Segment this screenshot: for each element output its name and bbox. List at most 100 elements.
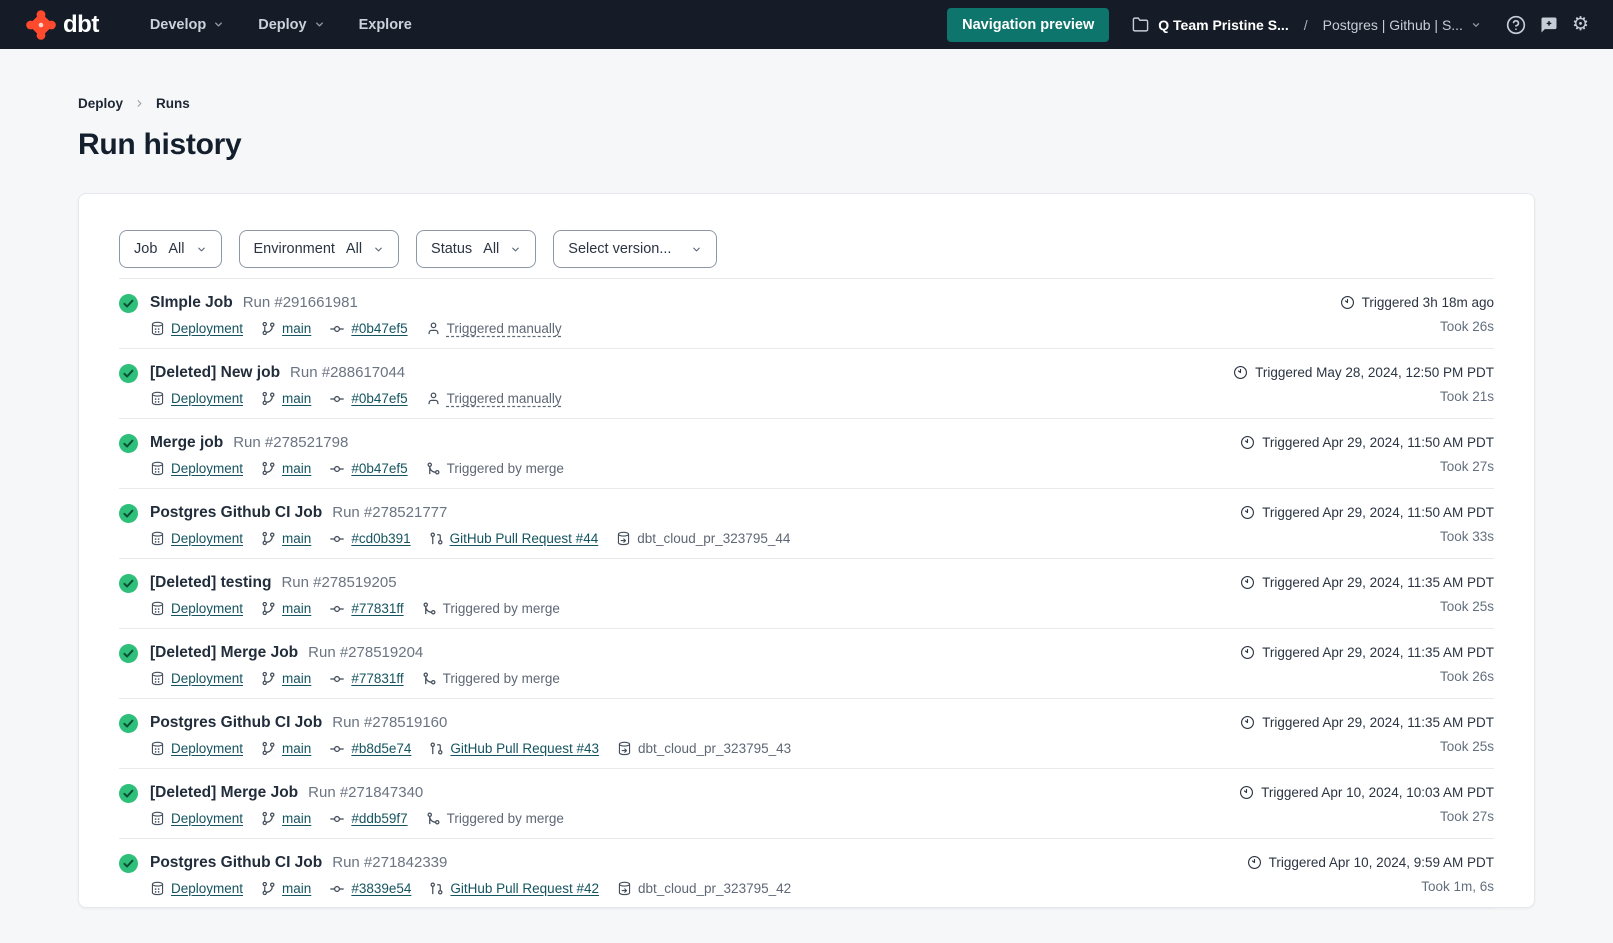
environment-link[interactable]: Deployment: [171, 601, 244, 616]
branch-link[interactable]: main: [282, 601, 312, 616]
commit-link[interactable]: #77831ff: [351, 671, 404, 686]
triggered-time: Triggered Apr 10, 2024, 9:59 AM PDT: [1268, 855, 1494, 870]
commit-link[interactable]: #0b47ef5: [351, 391, 408, 406]
run-row-right: Triggered Apr 29, 2024, 11:35 AM PDT Too…: [1240, 643, 1494, 698]
filter-label: Status: [431, 241, 473, 257]
git-merge-icon: [422, 671, 437, 686]
clock-icon: [1240, 575, 1255, 590]
nav-item-label: Explore: [358, 16, 412, 33]
job-name-link[interactable]: Postgres Github CI Job: [150, 854, 323, 871]
run-meta: Deployment main #3839e54: [150, 880, 791, 897]
job-name-link[interactable]: [Deleted] New job: [150, 364, 281, 381]
environment-link[interactable]: Deployment: [171, 321, 244, 336]
help-button[interactable]: [1506, 15, 1526, 35]
git-commit-icon: [329, 321, 345, 337]
environment-link[interactable]: Deployment: [171, 461, 244, 476]
job-name-link[interactable]: Postgres Github CI Job: [150, 714, 323, 731]
job-filter[interactable]: Job All: [119, 230, 222, 268]
chevron-down-icon: [373, 244, 384, 255]
nav-item-explore[interactable]: Explore: [342, 0, 429, 49]
commit-link[interactable]: #77831ff: [351, 601, 404, 616]
trigger-label[interactable]: Triggered manually: [446, 321, 562, 336]
branch-link[interactable]: main: [282, 811, 312, 826]
filter-placeholder: Select version...: [568, 241, 672, 257]
database-schema-icon: [617, 741, 632, 756]
commit-meta: #b8d5e74: [329, 740, 411, 757]
success-status-icon: [119, 644, 138, 698]
dbt-logo-icon: [26, 9, 56, 40]
job-name-link[interactable]: Merge job: [150, 434, 224, 451]
nav-item-deploy[interactable]: Deploy: [241, 0, 341, 49]
run-duration: Took 25s: [1439, 739, 1494, 754]
git-commit-icon: [329, 741, 345, 757]
environment-link[interactable]: Deployment: [171, 671, 244, 686]
git-pull-request-icon: [429, 881, 444, 896]
breadcrumb: Deploy Runs: [78, 96, 1535, 111]
job-name-link[interactable]: [Deleted] testing: [150, 574, 272, 591]
environment-link[interactable]: Deployment: [171, 391, 244, 406]
run-row-main: Postgres Github CI Job Run #278521777 De…: [150, 503, 790, 558]
git-merge-icon: [426, 811, 441, 826]
run-row: SImple Job Run #291661981 Deployment: [119, 279, 1494, 349]
branch-link[interactable]: main: [282, 881, 312, 896]
run-duration: Took 27s: [1439, 459, 1494, 474]
branch-link[interactable]: main: [282, 531, 312, 546]
navigation-preview-button[interactable]: Navigation preview: [947, 7, 1110, 42]
job-name-link[interactable]: [Deleted] Merge Job: [150, 644, 299, 661]
run-meta: Deployment main #0b47ef5: [150, 390, 562, 407]
branch-link[interactable]: main: [282, 671, 312, 686]
pull-request-link[interactable]: GitHub Pull Request #43: [450, 741, 599, 756]
commit-link[interactable]: #0b47ef5: [351, 321, 408, 336]
gear-icon: ⚙: [1571, 13, 1589, 35]
git-branch-icon: [261, 741, 276, 756]
branch-link[interactable]: main: [282, 741, 312, 756]
commit-link[interactable]: #cd0b391: [351, 531, 411, 546]
nav-item-develop[interactable]: Develop: [133, 0, 241, 49]
breadcrumb-deploy[interactable]: Deploy: [78, 96, 124, 111]
database-grid-icon: [150, 391, 165, 406]
triggered-time: Triggered Apr 29, 2024, 11:35 AM PDT: [1262, 645, 1494, 660]
run-row: Postgres Github CI Job Run #271842339 De…: [119, 839, 1494, 909]
status-filter[interactable]: Status All: [416, 230, 537, 268]
trigger-meta-merge: Triggered by merge: [422, 600, 560, 617]
pull-request-link[interactable]: GitHub Pull Request #44: [449, 531, 599, 546]
breadcrumb-runs[interactable]: Runs: [156, 96, 190, 111]
chevron-down-icon: [1471, 20, 1481, 30]
job-name-link[interactable]: [Deleted] Merge Job: [150, 784, 299, 801]
git-branch-icon: [261, 321, 276, 336]
version-filter[interactable]: Select version...: [553, 230, 718, 268]
chevron-down-icon: [510, 244, 521, 255]
commit-meta: #0b47ef5: [329, 460, 408, 477]
environment-link[interactable]: Deployment: [171, 811, 244, 826]
environment-link[interactable]: Deployment: [171, 881, 244, 896]
run-number: Run #271847340: [308, 784, 424, 801]
commit-link[interactable]: #3839e54: [351, 881, 412, 896]
commit-link[interactable]: #ddb59f7: [351, 811, 408, 826]
settings-button[interactable]: ⚙: [1572, 15, 1589, 34]
branch-link[interactable]: main: [282, 391, 312, 406]
account-selector[interactable]: Q Team Pristine S...: [1132, 16, 1289, 33]
environment-link[interactable]: Deployment: [171, 741, 244, 756]
environment-meta: Deployment: [150, 740, 243, 757]
trigger-meta-merge: Triggered by merge: [422, 670, 560, 687]
branch-link[interactable]: main: [282, 321, 312, 336]
commit-link[interactable]: #b8d5e74: [351, 741, 412, 756]
job-name-link[interactable]: Postgres Github CI Job: [150, 504, 323, 521]
pull-request-link[interactable]: GitHub Pull Request #42: [450, 881, 599, 896]
commit-meta: #77831ff: [329, 670, 404, 687]
environment-link[interactable]: Deployment: [171, 531, 244, 546]
branch-link[interactable]: main: [282, 461, 312, 476]
commit-link[interactable]: #0b47ef5: [351, 461, 408, 476]
feedback-button[interactable]: [1539, 15, 1559, 35]
run-duration: Took 21s: [1439, 389, 1494, 404]
trigger-label[interactable]: Triggered manually: [446, 391, 562, 406]
git-merge-icon: [426, 461, 441, 476]
run-duration: Took 26s: [1439, 669, 1494, 684]
clock-icon: [1240, 435, 1255, 450]
dbt-logo[interactable]: dbt: [26, 9, 99, 40]
pull-request-meta: GitHub Pull Request #44: [429, 530, 599, 547]
branch-meta: main: [261, 390, 311, 407]
project-selector[interactable]: Postgres | Github | S...: [1323, 17, 1481, 33]
job-name-link[interactable]: SImple Job: [150, 294, 233, 311]
environment-filter[interactable]: Environment All: [238, 230, 400, 268]
